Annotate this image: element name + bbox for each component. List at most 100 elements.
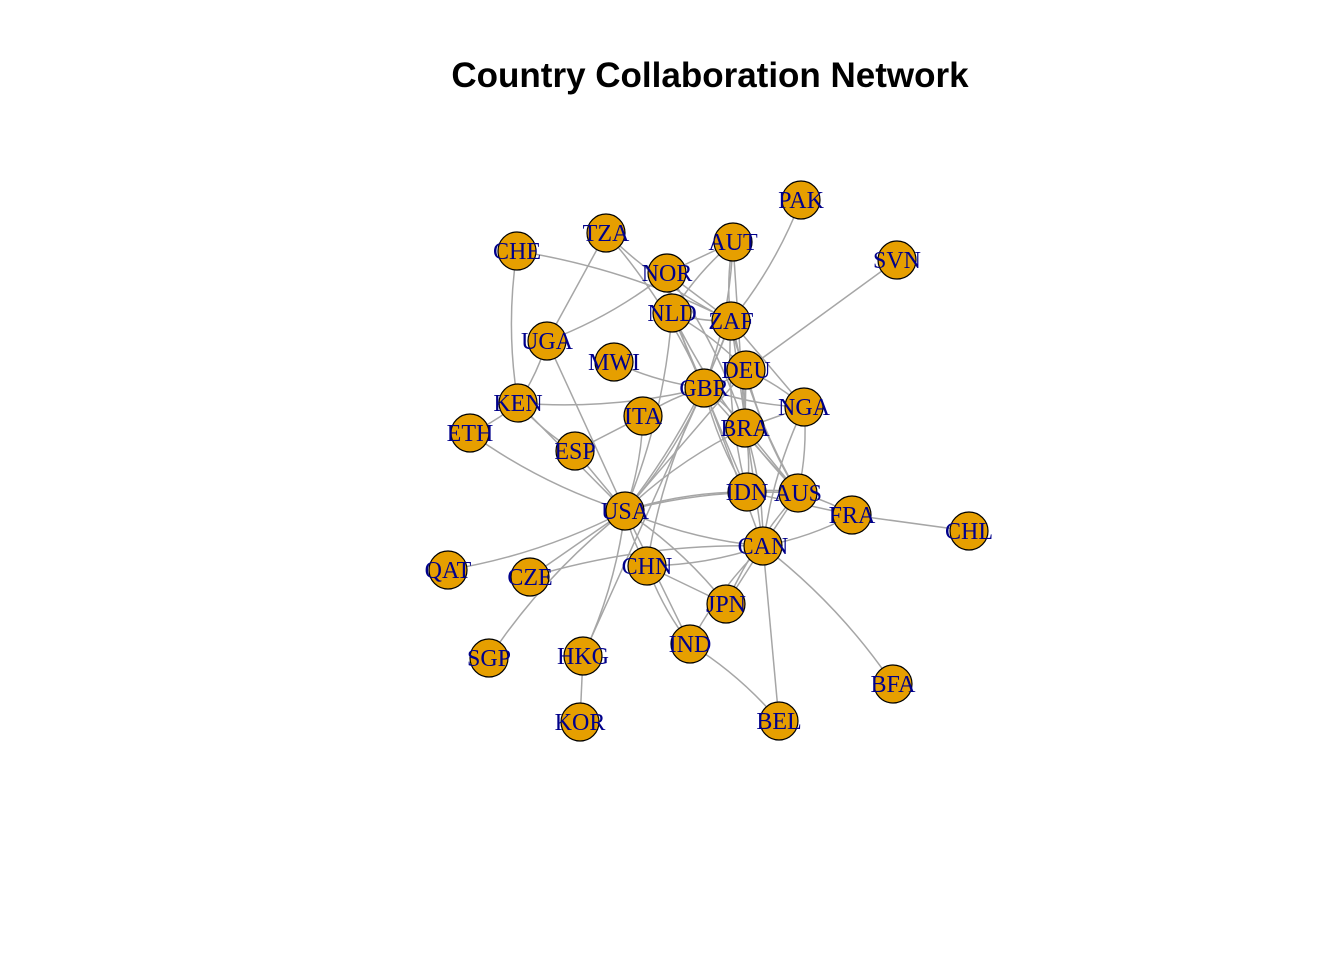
node-cze: CZE <box>507 557 553 597</box>
node-label: QAT <box>425 558 472 584</box>
node-mwi: MWI <box>588 342 640 382</box>
node-circle <box>778 473 818 513</box>
edge-eth-usa <box>469 432 626 512</box>
node-label: NLD <box>647 301 696 327</box>
node-bel: BEL <box>756 701 802 741</box>
node-circle <box>949 511 989 551</box>
node-aus: AUS <box>774 473 822 513</box>
node-circle <box>555 431 595 471</box>
edge-che-ken <box>510 250 519 404</box>
edge-svn-deu <box>745 259 898 371</box>
node-idn: IDN <box>726 472 769 512</box>
node-label: ITA <box>624 404 663 430</box>
node-circle <box>743 526 783 566</box>
node-circle <box>560 702 600 742</box>
node-circle <box>711 301 751 341</box>
edge-aus-usa <box>624 491 799 512</box>
node-circle <box>563 636 603 676</box>
node-chn: CHN <box>622 546 673 586</box>
node-ken: KEN <box>493 383 543 423</box>
node-label: IND <box>669 632 712 658</box>
node-ind: IND <box>669 624 712 664</box>
node-label: AUT <box>708 230 758 256</box>
edge-can-bfa <box>762 545 894 685</box>
node-label: CHN <box>622 554 673 580</box>
node-circle <box>586 213 626 253</box>
edge-usa-sgp <box>488 510 626 659</box>
node-circle <box>670 624 710 664</box>
node-circle <box>469 638 509 678</box>
node-circle <box>873 664 913 704</box>
node-nor: NOR <box>642 253 693 293</box>
node-circle <box>759 701 799 741</box>
edge-zaf-usa <box>624 320 732 512</box>
edge-che-zaf <box>516 250 732 322</box>
node-circle <box>605 491 645 531</box>
node-circle <box>832 495 872 535</box>
node-aut: AUT <box>708 222 758 262</box>
edge-can-bel <box>762 545 780 722</box>
node-circle <box>784 387 824 427</box>
node-circle <box>627 546 667 586</box>
node-label: DEU <box>721 358 770 384</box>
node-label: UGA <box>521 329 574 355</box>
edge-gbr-ken <box>517 387 705 406</box>
node-gbr: GBR <box>679 368 729 408</box>
node-label: BFA <box>871 672 917 698</box>
node-circle <box>497 231 537 271</box>
node-circle <box>877 240 917 280</box>
node-label: CHE <box>493 239 541 265</box>
node-che: CHE <box>493 231 541 271</box>
node-circle <box>647 253 687 293</box>
node-label: SGP <box>467 646 511 672</box>
edge-usa-qat <box>447 510 626 571</box>
node-label: USA <box>601 499 650 525</box>
edge-usa-hkg <box>582 510 626 657</box>
node-circle <box>727 472 767 512</box>
node-label: ETH <box>447 421 494 447</box>
node-bra: BRA <box>720 408 770 448</box>
node-eth: ETH <box>447 413 494 453</box>
node-label: FRA <box>829 503 876 529</box>
edge-uga-usa <box>546 340 626 512</box>
node-circle <box>623 396 663 436</box>
node-jpn: JPN <box>706 584 746 624</box>
node-label: NOR <box>642 261 693 287</box>
node-label: KOR <box>555 710 606 736</box>
node-circle <box>450 413 490 453</box>
node-label: IDN <box>726 480 769 506</box>
node-label: BRA <box>720 416 770 442</box>
node-label: HKG <box>557 644 609 670</box>
node-label: NGA <box>778 395 831 421</box>
node-circle <box>781 180 821 220</box>
node-chl: CHL <box>945 511 993 551</box>
node-uga: UGA <box>521 321 574 361</box>
node-qat: QAT <box>425 550 472 590</box>
node-circle <box>594 342 634 382</box>
node-label: KEN <box>493 391 542 417</box>
edge-nor-bra <box>666 272 746 429</box>
page-title: Country Collaboration Network <box>451 56 969 95</box>
node-label: MWI <box>588 350 640 376</box>
node-circle <box>726 350 766 390</box>
node-sgp: SGP <box>467 638 511 678</box>
node-circle <box>725 408 765 448</box>
node-circle <box>498 383 538 423</box>
node-circle <box>684 368 724 408</box>
node-deu: DEU <box>721 350 771 390</box>
node-circle <box>510 557 550 597</box>
node-label: CAN <box>738 534 789 560</box>
node-esp: ESP <box>554 431 596 471</box>
node-label: ZAF <box>708 309 753 335</box>
node-label: TZA <box>583 221 630 247</box>
node-label: SVN <box>873 248 921 274</box>
node-tza: TZA <box>583 213 630 253</box>
node-nld: NLD <box>647 293 697 333</box>
node-nga: NGA <box>778 387 831 427</box>
edge-pak-zaf <box>730 199 802 322</box>
node-circle <box>527 321 567 361</box>
node-fra: FRA <box>829 495 876 535</box>
node-label: CZE <box>507 565 552 591</box>
